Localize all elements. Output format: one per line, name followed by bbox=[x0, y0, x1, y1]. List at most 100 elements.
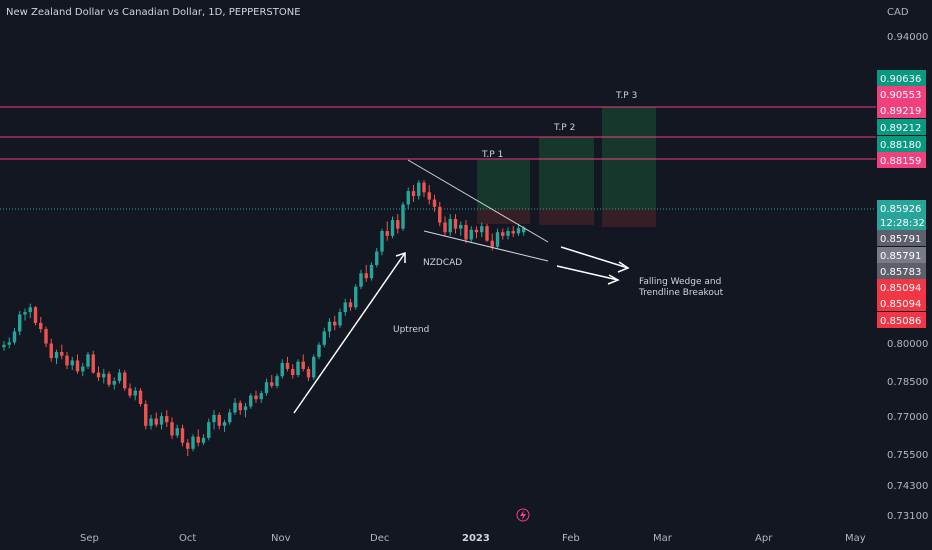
price-tags: 0.90636 0.90553 0.89219 0.89212 0.88180 0.881… bbox=[877, 70, 926, 328]
candle bbox=[65, 352, 69, 369]
wedge-upper-line[interactable] bbox=[407, 159, 549, 243]
time-tick: Apr bbox=[755, 533, 773, 544]
candle bbox=[406, 187, 410, 210]
candle bbox=[159, 412, 164, 430]
candle-body bbox=[238, 402, 242, 411]
time-axis[interactable]: Sep Oct Nov Dec 2023 Feb Mar Apr May bbox=[80, 533, 866, 544]
candle-body bbox=[207, 422, 211, 438]
tp2-stop-zone bbox=[539, 209, 594, 225]
tp3-target-zone bbox=[602, 107, 656, 209]
candle bbox=[170, 417, 174, 440]
candle-body bbox=[306, 368, 311, 378]
candle bbox=[301, 354, 305, 372]
price-tag-value: 0.90636 bbox=[880, 74, 921, 85]
price-tag-bg bbox=[877, 279, 926, 295]
candle bbox=[501, 228, 505, 240]
candle-body bbox=[275, 376, 279, 386]
price-tag: 0.85094 bbox=[877, 279, 926, 295]
price-tag: 0.89219 bbox=[877, 102, 926, 118]
candle-body bbox=[448, 218, 452, 233]
price-tick: 0.77000 bbox=[887, 412, 928, 423]
target-zones bbox=[477, 107, 656, 227]
candle-body bbox=[464, 224, 468, 240]
candle bbox=[133, 387, 137, 401]
price-tag-bg bbox=[877, 152, 926, 168]
candle-body bbox=[453, 218, 458, 229]
candle-body bbox=[7, 342, 11, 345]
uptrend-label: Uptrend bbox=[393, 325, 429, 335]
price-axis[interactable]: 0.94000 0.80000 0.78500 0.77000 0.75500 … bbox=[887, 32, 928, 522]
price-tag: 0.88180 bbox=[877, 136, 926, 152]
breakout-arrow-1[interactable] bbox=[560, 246, 629, 269]
wedge-lower-line[interactable] bbox=[423, 230, 549, 262]
price-tick: 0.73100 bbox=[887, 511, 928, 522]
candle-body bbox=[249, 395, 253, 407]
candle bbox=[516, 223, 521, 236]
candle-body bbox=[348, 302, 353, 308]
price-tag-value: 0.85791 bbox=[880, 234, 921, 245]
price-tag: 0.85926 12:28:32 bbox=[877, 200, 926, 230]
candle bbox=[238, 400, 242, 415]
candle bbox=[495, 228, 500, 250]
candle bbox=[201, 434, 206, 446]
candle-body bbox=[123, 372, 127, 389]
candle-body bbox=[516, 228, 521, 234]
price-tag-value: 0.85094 bbox=[880, 283, 921, 294]
candle-body bbox=[343, 302, 347, 313]
candle-body bbox=[490, 240, 494, 247]
lightning-icon[interactable] bbox=[516, 508, 530, 522]
breakout-arrow-2[interactable] bbox=[556, 265, 619, 281]
candle bbox=[411, 185, 416, 202]
candle bbox=[207, 418, 211, 441]
candle bbox=[417, 180, 421, 200]
candle-body bbox=[285, 362, 290, 369]
tp1-label: T.P 1 bbox=[481, 150, 503, 160]
candle-body bbox=[75, 360, 80, 372]
price-tag: 0.85791 bbox=[877, 230, 926, 246]
candle bbox=[128, 383, 132, 398]
candle bbox=[212, 410, 216, 430]
candle-body bbox=[212, 414, 216, 423]
candle-body bbox=[2, 344, 6, 348]
candle-body bbox=[165, 416, 169, 423]
candle bbox=[333, 315, 337, 331]
candle bbox=[107, 371, 111, 388]
price-tag-value: 0.89219 bbox=[880, 106, 921, 117]
price-tag-value: 0.88180 bbox=[880, 140, 921, 151]
candle-body bbox=[359, 273, 363, 287]
price-tag-value: 0.90553 bbox=[880, 90, 921, 101]
candle-body bbox=[259, 393, 263, 400]
candle bbox=[249, 393, 253, 409]
candle bbox=[348, 298, 353, 311]
candle-body bbox=[270, 382, 274, 386]
candle bbox=[7, 337, 11, 349]
candle-body bbox=[12, 331, 17, 343]
candle-body bbox=[375, 251, 379, 265]
price-tag-bg bbox=[877, 86, 926, 102]
candle-body bbox=[432, 199, 437, 207]
candle-body bbox=[401, 204, 405, 229]
candle-body bbox=[396, 220, 400, 229]
candlestick-series bbox=[2, 180, 526, 457]
time-tick: Oct bbox=[179, 533, 196, 544]
candle-body bbox=[18, 314, 22, 332]
candle-body bbox=[417, 182, 421, 196]
candle-body bbox=[480, 226, 484, 233]
candle bbox=[464, 220, 468, 244]
time-tick: Feb bbox=[562, 533, 580, 544]
candle bbox=[117, 368, 122, 384]
candle bbox=[96, 366, 101, 382]
candle bbox=[228, 408, 232, 425]
candle bbox=[327, 318, 332, 338]
uptrend-arrow[interactable] bbox=[293, 252, 406, 414]
price-tag: 0.89212 bbox=[877, 119, 926, 135]
price-tag-value: 0.85094 bbox=[880, 299, 921, 310]
candle bbox=[375, 247, 379, 268]
candle bbox=[343, 298, 347, 316]
time-tick: May bbox=[845, 533, 866, 544]
candle-body bbox=[254, 395, 258, 400]
candle-body bbox=[186, 442, 190, 449]
candle bbox=[264, 378, 269, 396]
